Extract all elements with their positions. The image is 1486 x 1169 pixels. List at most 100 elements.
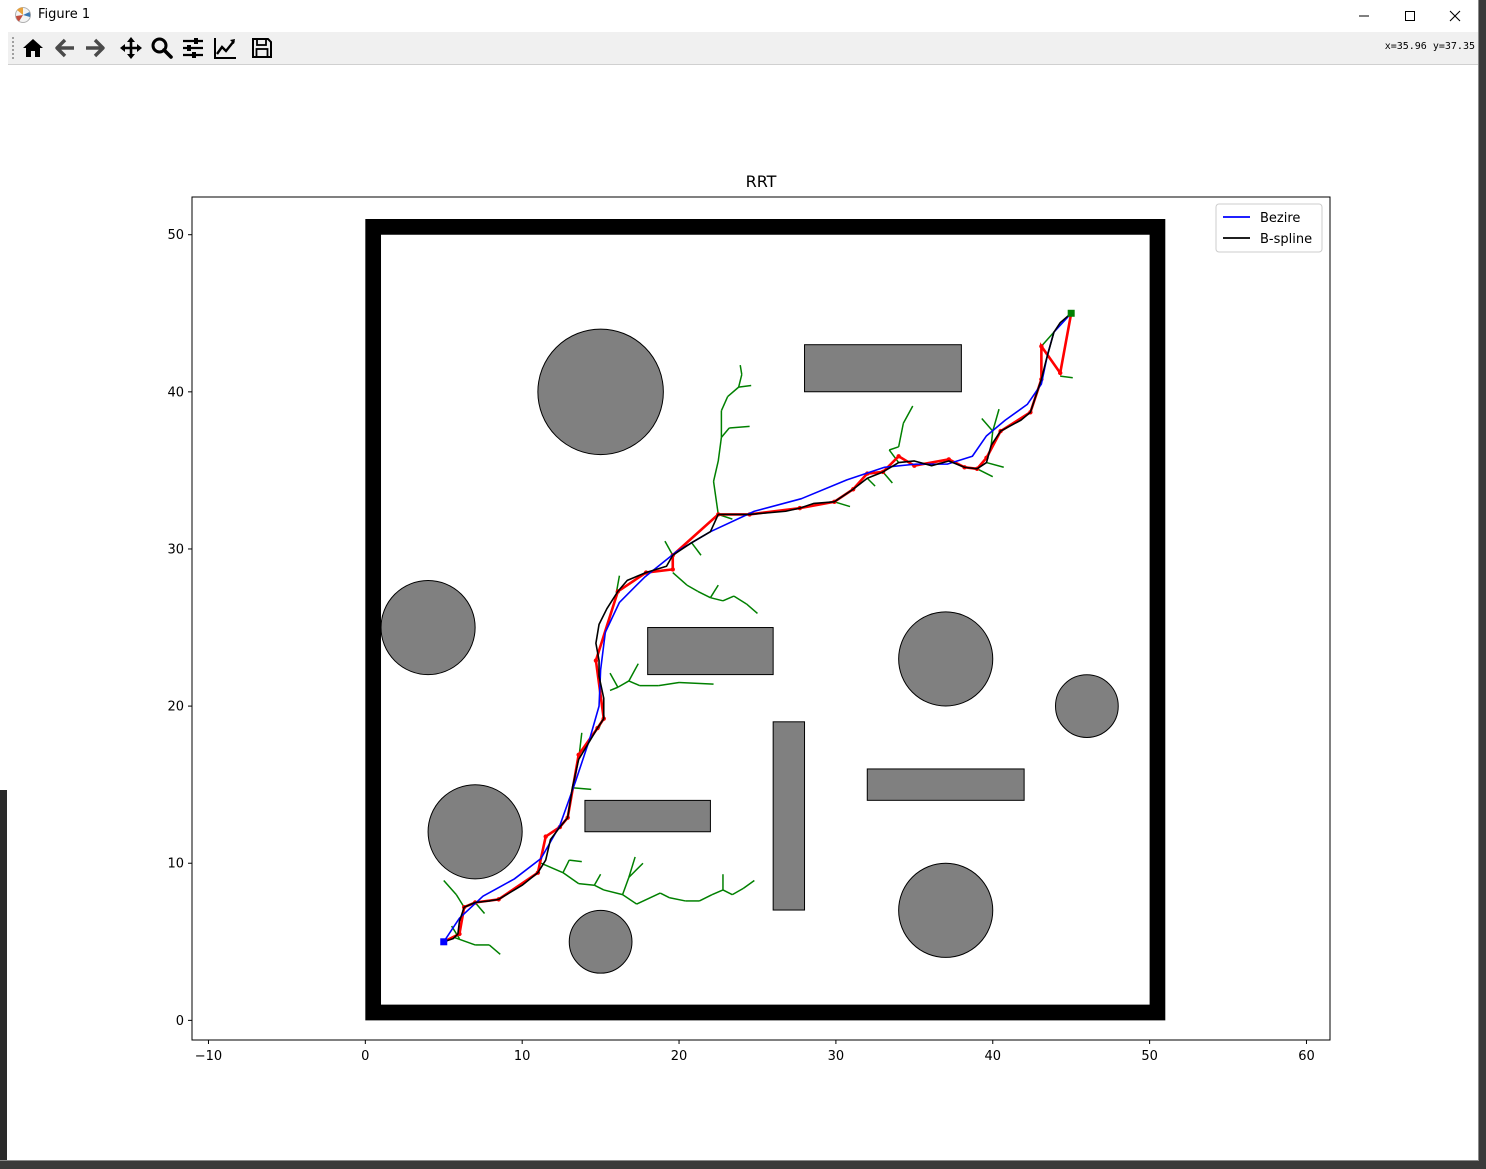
- circle-obstacle: [537, 328, 664, 456]
- tree-edge: [712, 460, 719, 482]
- tree-edge: [866, 477, 876, 487]
- tree-edge: [712, 481, 719, 515]
- line-chart-icon: [214, 38, 236, 59]
- path-node: [543, 834, 548, 839]
- tree-edge: [992, 408, 1000, 432]
- subplots-button[interactable]: [180, 35, 206, 61]
- tree-edge: [737, 374, 743, 388]
- tree-edge: [742, 879, 755, 889]
- tree-edge: [562, 859, 570, 873]
- axes-frame: [191, 196, 1331, 1041]
- figure-canvas[interactable]: RRT −10 0 10 20 30 40 50 60 0 10 20 30 40 50 Bezire B-…: [8, 65, 1478, 1159]
- start-marker: [440, 938, 448, 946]
- tree-edge: [746, 603, 758, 614]
- tree-edge: [981, 418, 994, 432]
- pan-button[interactable]: [118, 35, 144, 61]
- circle-obstacle: [898, 862, 994, 958]
- close-button[interactable]: [1432, 0, 1478, 31]
- zoom-button[interactable]: [149, 35, 175, 61]
- tree-edge: [593, 873, 602, 886]
- tree-edge: [609, 672, 619, 688]
- rect-obstacle: [772, 721, 806, 911]
- tree-edge: [628, 856, 636, 878]
- tree-edge: [717, 437, 723, 462]
- back-button[interactable]: [52, 35, 78, 61]
- tree-edge: [738, 384, 752, 388]
- floppy-icon: [252, 38, 272, 58]
- y-tick-label: 30: [167, 542, 184, 557]
- x-tick-label: −10: [195, 1049, 222, 1064]
- circle-obstacle: [568, 909, 633, 974]
- tree-edge: [455, 894, 465, 908]
- minimize-button[interactable]: [1341, 0, 1387, 31]
- customize-button[interactable]: [212, 35, 238, 61]
- legend-box: [1215, 203, 1323, 253]
- maximize-button[interactable]: [1387, 0, 1433, 31]
- plot-area: −10 0 10 20 30 40 50 60 0 10 20 30 40 50: [167, 196, 1331, 1064]
- path-node: [896, 454, 901, 459]
- tree-edge: [672, 571, 688, 586]
- tree-edge: [1060, 375, 1073, 379]
- tree-edge: [727, 386, 740, 398]
- x-tick-label: 40: [984, 1049, 1001, 1064]
- home-button[interactable]: [20, 35, 46, 61]
- x-tick-label: 20: [671, 1049, 688, 1064]
- y-tick-label: 10: [167, 857, 184, 872]
- tree-edge: [659, 892, 670, 899]
- goal-marker: [1067, 309, 1075, 317]
- x-tick-label: 50: [1141, 1049, 1158, 1064]
- tree-edge: [888, 449, 900, 463]
- circle-obstacle: [427, 784, 523, 880]
- tree-edge: [699, 893, 713, 902]
- tree-edge: [888, 446, 899, 451]
- path-node: [670, 567, 675, 572]
- tree-edge: [452, 936, 476, 946]
- rect-obstacle: [647, 627, 774, 676]
- toolbar-grip[interactable]: [12, 37, 14, 59]
- tree-edge: [729, 425, 750, 429]
- tree-edge: [882, 471, 893, 484]
- path-node: [1058, 370, 1063, 376]
- tree-edge: [622, 894, 638, 905]
- tree-edge: [569, 859, 582, 863]
- tree-edge: [474, 902, 486, 914]
- tree-edge: [603, 889, 623, 896]
- matplotlib-app-icon: [15, 7, 31, 23]
- tree-edge: [540, 862, 564, 874]
- tree-edge: [732, 887, 744, 896]
- rect-obstacle: [584, 799, 711, 833]
- tree-edge: [720, 396, 729, 412]
- tree-edge: [578, 882, 595, 886]
- rect-obstacle: [804, 344, 962, 393]
- tree-edge: [664, 540, 674, 556]
- tree-edge: [733, 595, 747, 605]
- tree-edge: [609, 686, 619, 692]
- forward-button[interactable]: [82, 35, 108, 61]
- move-icon: [120, 37, 142, 59]
- y-tick-label: 40: [167, 385, 184, 400]
- tree-edge: [443, 880, 457, 896]
- tree-edge: [976, 468, 994, 478]
- tree-edge: [720, 427, 730, 438]
- tree-edge: [572, 787, 592, 791]
- tree-edge: [1040, 331, 1055, 347]
- chart-title: RRT: [746, 172, 777, 191]
- legend: Bezire B-spline: [1215, 203, 1323, 253]
- tree-edge: [594, 884, 605, 891]
- tree-edge: [686, 584, 699, 593]
- sliders-icon: [183, 38, 203, 58]
- path-node: [593, 658, 599, 663]
- tree-edge: [628, 663, 639, 682]
- path-node: [1039, 344, 1044, 349]
- minimize-icon: [1359, 15, 1369, 17]
- y-tick-label: 0: [176, 1014, 184, 1029]
- maximize-icon: [1405, 11, 1415, 21]
- tree-edge: [628, 862, 644, 878]
- x-tick-label: 60: [1298, 1049, 1315, 1064]
- close-icon: [1449, 10, 1461, 22]
- title-bar[interactable]: Figure 1: [0, 0, 1478, 31]
- tree-edge: [711, 889, 724, 896]
- tree-edge: [902, 405, 914, 424]
- save-button[interactable]: [249, 35, 275, 61]
